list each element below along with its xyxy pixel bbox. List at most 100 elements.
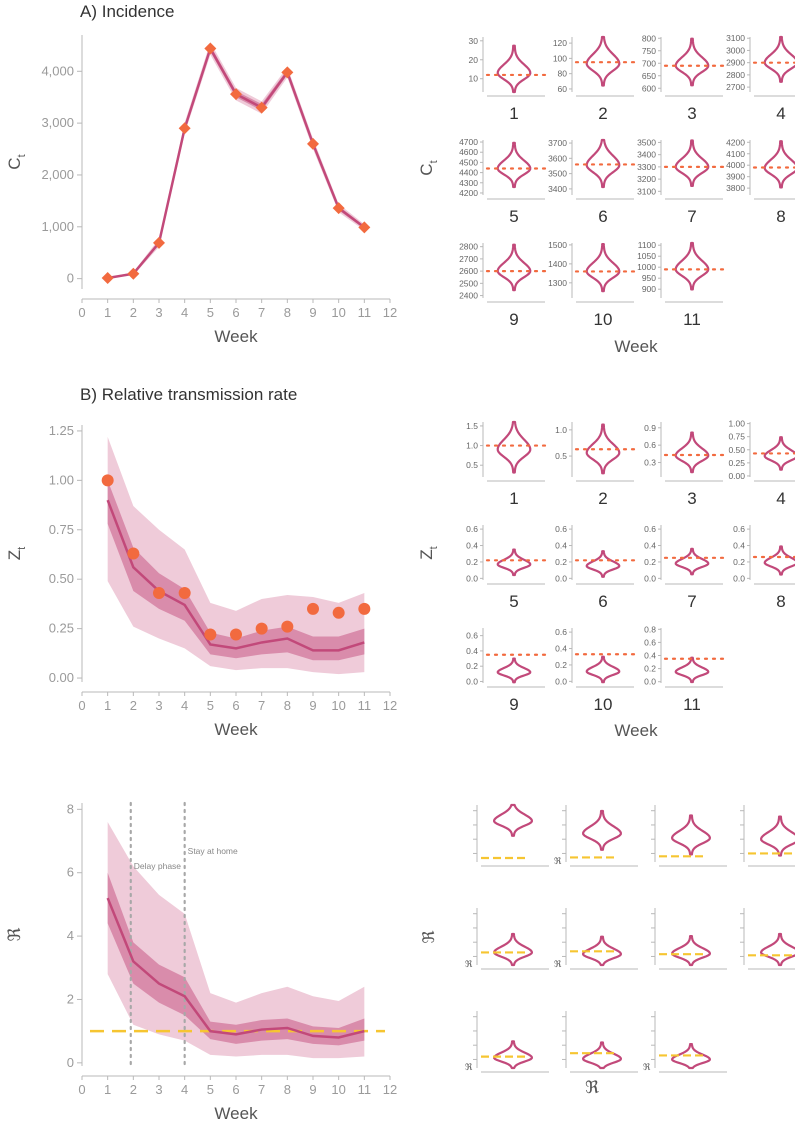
x-tick-label: 0 xyxy=(78,698,85,713)
y-tick-label: 0.25 xyxy=(49,621,74,636)
y-axis-title-main: C xyxy=(5,157,24,169)
observed-point xyxy=(281,66,294,79)
violin-y-tick-label: 0.0 xyxy=(466,676,478,686)
violin-week-label: 3 xyxy=(687,104,696,123)
violin-week-label: 5 xyxy=(509,207,518,226)
observed-point xyxy=(332,606,345,619)
violin-shape xyxy=(759,932,795,967)
violin-y-tick-label: 3500 xyxy=(548,169,567,179)
violin-y-tick-label: 2600 xyxy=(459,266,478,276)
outer-credible-band xyxy=(107,42,365,279)
y-tick-label: 3,000 xyxy=(41,115,74,130)
violin-y-tick-label: 950 xyxy=(642,273,656,283)
violin-shape xyxy=(585,138,621,189)
violin-week-label: 9 xyxy=(509,310,518,329)
violin-y-tick-label: 0.50 xyxy=(728,445,745,455)
x-tick-label: 8 xyxy=(284,698,291,713)
violin-y-tick-label: 0.2 xyxy=(466,661,478,671)
violin-panel: 3400 3500 3600 3700 6 xyxy=(548,138,636,226)
violin-panel: ℜ xyxy=(465,908,549,970)
observed-point xyxy=(127,267,140,280)
violin-y-tick-label: 2700 xyxy=(459,254,478,264)
x-tick-label: 7 xyxy=(258,305,265,320)
transmission_main: 0 1 2 3 4 5 6 7 8 9 10 11 120.000.250.500.751.001.25… xyxy=(5,423,397,739)
phase-label: Stay at home xyxy=(188,846,238,856)
violin-shape xyxy=(671,814,711,856)
violin-y-tick-label: 2900 xyxy=(726,58,745,68)
y-tick-label: 1,000 xyxy=(41,219,74,234)
observed-point xyxy=(204,42,217,55)
y-axis-title: Ct xyxy=(5,154,28,169)
x-tick-label: 8 xyxy=(284,1082,291,1097)
inner-credible-band xyxy=(107,872,365,1046)
violin-y-tick-label: 0.2 xyxy=(555,660,567,670)
x-tick-label: 2 xyxy=(130,305,137,320)
x-tick-label: 10 xyxy=(331,305,345,320)
outer-credible-band xyxy=(107,822,365,1059)
violin-y-tick-label: 0.6 xyxy=(733,524,745,534)
violin-y-tick-label: 0.4 xyxy=(733,541,745,551)
x-tick-label: 10 xyxy=(331,698,345,713)
x-tick-label: 5 xyxy=(207,305,214,320)
violin-panel: 1300 1400 1500 10 xyxy=(548,240,636,329)
x-tick-label: 7 xyxy=(258,1082,265,1097)
violin-y-tick-label: 3400 xyxy=(637,150,656,160)
violin-y-tick-label: 20 xyxy=(469,55,479,65)
violin-y-tick-label: 3400 xyxy=(548,184,567,194)
violin-y-tick-label: 3100 xyxy=(726,33,745,43)
violin-panel: 60 80 100 120 2 xyxy=(553,35,636,123)
violin-y-tick-label: 0.0 xyxy=(555,573,567,583)
violin-shape xyxy=(674,241,710,291)
violin-x-axis-title: Week xyxy=(614,721,658,740)
x-tick-label: 3 xyxy=(155,305,162,320)
violin-panel: 0.3 0.6 0.9 3 xyxy=(644,422,725,508)
violin-week-label: 10 xyxy=(594,695,613,714)
observed-point xyxy=(332,202,345,215)
phase-label: Delay phase xyxy=(134,861,182,871)
violin-shape xyxy=(582,935,622,967)
violin-week-label: 11 xyxy=(683,695,701,714)
violin-week-label: 2 xyxy=(598,104,607,123)
violin-panel: 0.00 0.25 0.50 0.75 1.00 4 xyxy=(728,419,795,508)
violin-y-tick-label: 0.6 xyxy=(555,524,567,534)
violin-x-axis-title: Week xyxy=(614,337,658,356)
violin-panel: ℜ xyxy=(554,908,638,970)
violin-panel xyxy=(473,803,549,867)
x-tick-label: 2 xyxy=(130,1082,137,1097)
violin-y-tick-label: 0.6 xyxy=(644,637,656,647)
violin-y-tick-label: 600 xyxy=(642,83,656,93)
violin-y-tick-label: 0.6 xyxy=(555,627,567,637)
violin-y-tick-label: 0.4 xyxy=(466,541,478,551)
violin-y-tick-label: 1.0 xyxy=(555,425,567,435)
violin-y-tick-label: 0.0 xyxy=(555,676,567,686)
x-tick-label: 3 xyxy=(155,698,162,713)
x-tick-label: 4 xyxy=(181,1082,188,1097)
violin-week-label: 1 xyxy=(509,489,518,508)
observed-point xyxy=(255,101,268,114)
violin-week-label: 7 xyxy=(687,592,696,611)
median-line xyxy=(107,45,366,280)
violin-week-label: 8 xyxy=(776,207,785,226)
violin-y-tick-label: 4200 xyxy=(726,137,745,147)
violin-shape xyxy=(674,547,710,576)
violin-shape xyxy=(493,803,533,837)
violin-shape xyxy=(674,431,710,474)
violin-y-tick-label: 1.00 xyxy=(728,419,745,429)
violin-shape xyxy=(496,141,532,189)
inner-credible-band xyxy=(107,45,365,279)
violin-y-tick-label: 4300 xyxy=(459,178,478,188)
observed-point xyxy=(127,547,140,560)
x-tick-label: 0 xyxy=(78,1082,85,1097)
violin-week-label: 8 xyxy=(776,592,785,611)
violin-shape xyxy=(585,423,621,475)
violin-y-tick-label: 3500 xyxy=(637,137,656,147)
violin-panel: 0.0 0.2 0.4 0.6 9 xyxy=(466,628,547,714)
y-tick-label: 0 xyxy=(67,1055,74,1070)
x-tick-label: 12 xyxy=(383,305,397,320)
violin-y-tick-label: 0.4 xyxy=(644,541,656,551)
violin-shape xyxy=(496,243,532,292)
y-tick-label: 0 xyxy=(67,271,74,286)
reproduction_violins: ℜ ℜ ℜ ℜ ℜ ℜ ℜ xyxy=(421,803,795,1097)
observed-point xyxy=(178,122,191,135)
